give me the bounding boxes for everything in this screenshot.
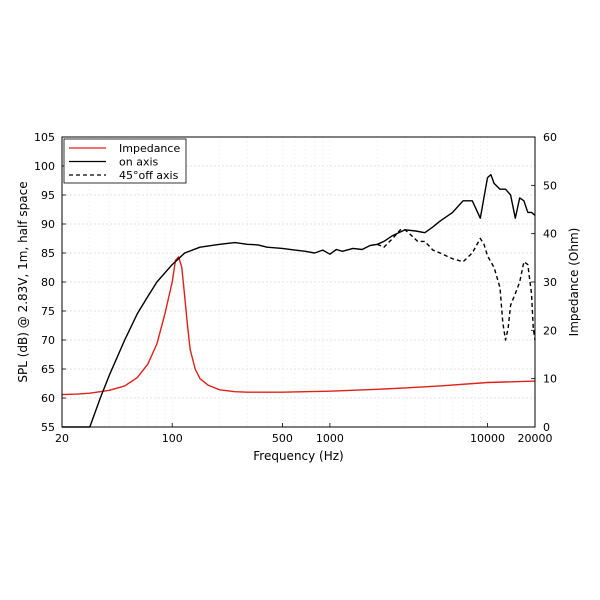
- x-tick-label: 20: [55, 432, 69, 445]
- x-tick-label: 100: [162, 432, 183, 445]
- y-tick-label: 75: [41, 305, 55, 318]
- series-line-impedance: [61, 256, 536, 396]
- legend-label-on-axis: on axis: [119, 156, 159, 169]
- series-line-on-axis: [62, 173, 536, 428]
- y-tick-label: 100: [34, 160, 55, 173]
- y-tick-label: 105: [34, 131, 55, 144]
- legend: Impedance on axis 45°off axis: [63, 138, 187, 184]
- y2-tick-label: 20: [543, 324, 557, 337]
- series-layer: [61, 173, 536, 428]
- y-tick-label: 65: [41, 363, 55, 376]
- y2-tick-label: 30: [543, 276, 557, 289]
- ticks: 20 100 500 1000 10000 20000556065707580859095…: [34, 131, 557, 445]
- y2-tick-label: 60: [543, 131, 557, 144]
- series-line-45-off-axis: [377, 229, 536, 341]
- legend-label-impedance: Impedance: [119, 142, 180, 155]
- y-tick-label: 60: [41, 392, 55, 405]
- x-tick-label: 500: [272, 432, 293, 445]
- legend-label-off-axis: 45°off axis: [119, 169, 179, 182]
- x-tick-label: 1000: [316, 432, 344, 445]
- x-tick-label: 20000: [518, 432, 553, 445]
- x-axis-label: Frequency (Hz): [253, 449, 344, 463]
- y-tick-label: 90: [41, 218, 55, 231]
- y2-tick-label: 50: [543, 179, 557, 192]
- grid: [62, 137, 535, 427]
- x-tick-label: 10000: [470, 432, 505, 445]
- y-tick-label: 95: [41, 189, 55, 202]
- y-axis-label: SPL (dB) @ 2.83V, 1m, half space: [16, 181, 30, 382]
- y2-tick-label: 0: [543, 421, 550, 434]
- y-tick-label: 55: [41, 421, 55, 434]
- y2-tick-label: 10: [543, 373, 557, 386]
- y2-axis-label: Impedance (Ohm): [567, 228, 581, 337]
- y-tick-label: 70: [41, 334, 55, 347]
- y2-tick-label: 40: [543, 228, 557, 241]
- y-tick-label: 85: [41, 247, 55, 260]
- y-tick-label: 80: [41, 276, 55, 289]
